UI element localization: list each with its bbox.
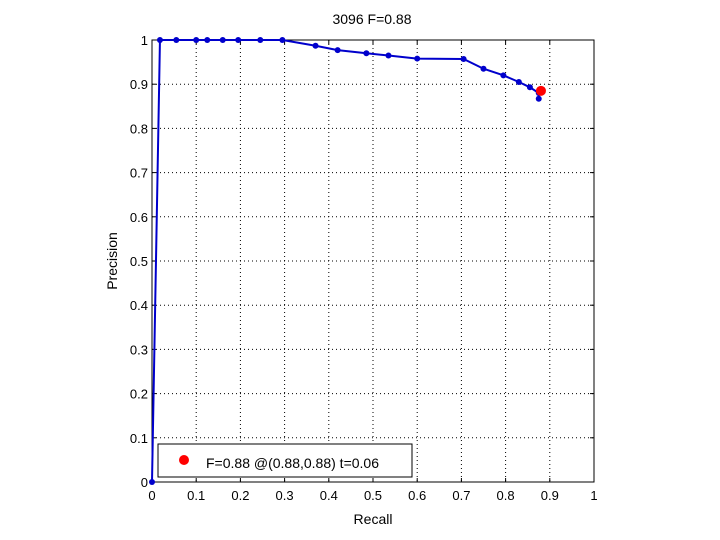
x-tick-label: 0.7	[452, 488, 470, 503]
best-f-point	[535, 85, 546, 96]
series-point	[460, 56, 467, 63]
y-tick-label: 0.5	[130, 254, 148, 269]
series-point	[414, 55, 421, 62]
grid-lines	[152, 40, 594, 482]
series-point	[312, 42, 319, 49]
legend-marker	[179, 455, 189, 465]
series-point	[257, 37, 264, 43]
y-tick-label: 0.8	[130, 121, 148, 136]
y-tick-label: 0.4	[130, 298, 148, 313]
x-tick-label: 0.2	[231, 488, 249, 503]
series-point	[173, 37, 180, 43]
y-axis-title: Precision	[104, 232, 120, 290]
x-tick-label: 1	[590, 488, 597, 503]
y-tick-label: 0.2	[130, 387, 148, 402]
y-tick-label: 0.9	[130, 77, 148, 92]
x-tick-label: 0.4	[320, 488, 338, 503]
legend: F=0.88 @(0.88,0.88) t=0.06	[157, 443, 413, 478]
x-tick-label: 0.6	[408, 488, 426, 503]
y-tick-label: 0.7	[130, 166, 148, 181]
y-tick-label: 0	[141, 475, 148, 490]
series-point	[235, 37, 242, 43]
series-point	[500, 72, 507, 79]
y-tick-label: 0.3	[130, 342, 148, 357]
legend-box	[157, 443, 413, 478]
series-point	[515, 78, 522, 85]
series-point	[149, 479, 155, 485]
chart-title: 3096 F=0.88	[332, 11, 411, 27]
series-point	[480, 65, 487, 72]
series-point	[156, 37, 163, 43]
series-point	[526, 84, 533, 91]
x-tick-label: 0.3	[276, 488, 294, 503]
series-layer	[149, 37, 546, 485]
y-tick-label: 0.6	[130, 210, 148, 225]
x-axis-title: Recall	[354, 511, 393, 527]
x-tick-label: 0.8	[497, 488, 515, 503]
series-point	[193, 37, 200, 43]
series-point	[279, 37, 286, 43]
axis-ticks: 0 0.1 0.2 0.3 0.4 0.5 0.6 0.7 0.8 0.9 1 0 0.1 0.2 0.3 0…	[130, 33, 598, 503]
x-tick-label: 0	[148, 488, 155, 503]
series-point	[535, 95, 542, 102]
y-tick-label: 1	[141, 33, 148, 48]
series-point	[385, 52, 392, 59]
y-tick-label: 0.1	[130, 431, 148, 446]
series-point	[363, 50, 370, 57]
series-point	[219, 37, 226, 43]
legend-label: F=0.88 @(0.88,0.88) t=0.06	[206, 455, 379, 471]
x-tick-label: 0.9	[541, 488, 559, 503]
series-point	[334, 47, 341, 54]
x-tick-label: 0.5	[364, 488, 382, 503]
x-tick-label: 0.1	[187, 488, 205, 503]
series-point	[204, 37, 211, 43]
